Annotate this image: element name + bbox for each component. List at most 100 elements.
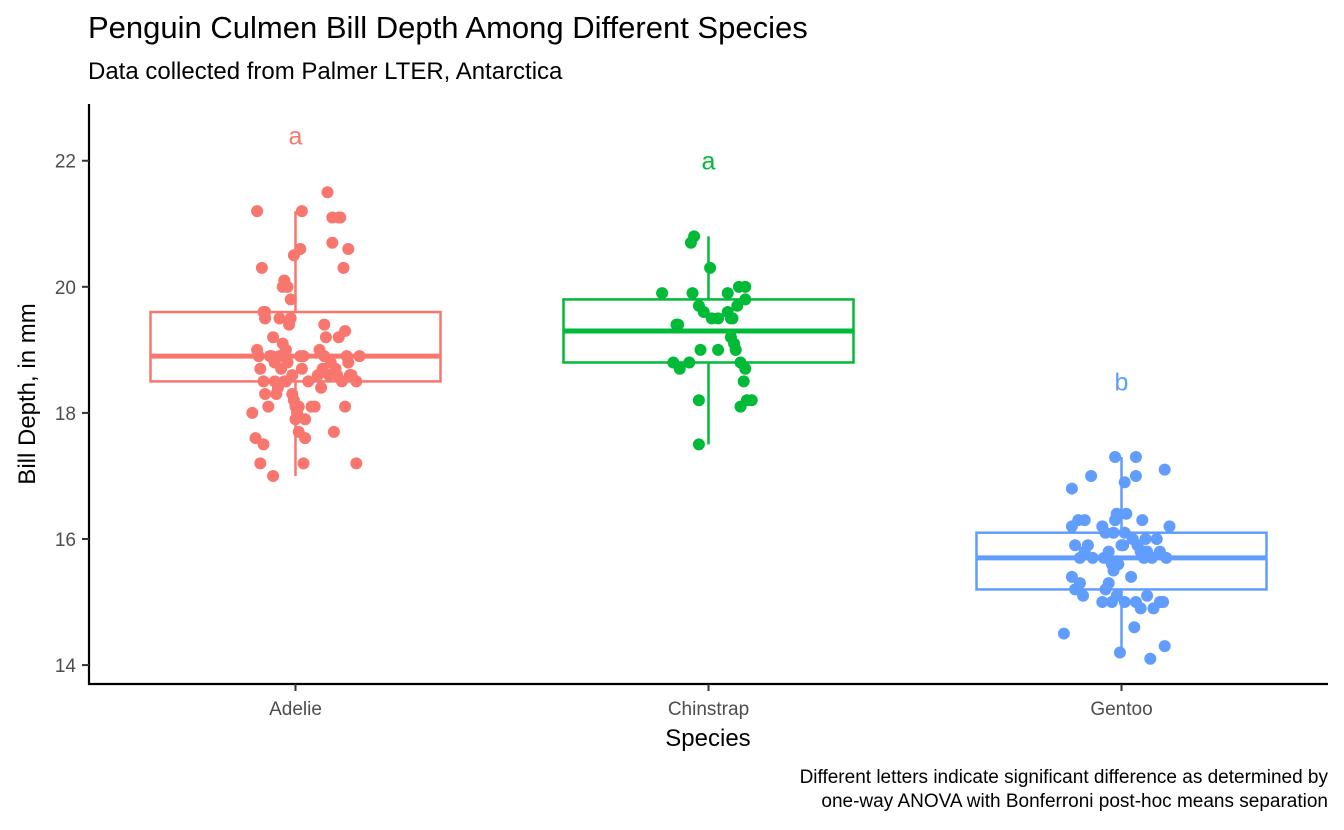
gentoo-point	[1117, 539, 1130, 552]
gentoo-point	[1158, 463, 1171, 476]
adelie-point	[279, 343, 292, 356]
chinstrap-point	[729, 343, 742, 356]
chinstrap-point	[724, 331, 737, 344]
adelie-point	[286, 388, 299, 400]
adelie-point	[318, 318, 331, 331]
chinstrap-point	[721, 287, 734, 300]
chinstrap-point	[745, 394, 758, 407]
adelie-point	[281, 280, 294, 293]
adelie-point	[267, 331, 280, 344]
adelie-point	[342, 243, 355, 255]
adelie-point	[353, 350, 366, 363]
gentoo-point	[1129, 451, 1142, 464]
adelie-point	[326, 236, 339, 249]
chinstrap-point	[683, 356, 696, 369]
axes: 14 16 18 20 22 Adelie Chinstrap Gentoo	[55, 104, 1328, 720]
gentoo-point	[1110, 507, 1123, 520]
gentoo-point	[1078, 514, 1091, 527]
gentoo-point	[1136, 514, 1149, 527]
gentoo-point	[1137, 545, 1150, 558]
adelie-point	[254, 362, 267, 375]
adelie-point	[289, 413, 302, 426]
caption-line-1: Different letters indicate significant d…	[799, 767, 1328, 788]
gentoo-point	[1105, 558, 1118, 571]
chinstrap-point	[705, 312, 718, 325]
gentoo-point	[1120, 507, 1133, 520]
adelie-significance-letter: a	[289, 123, 303, 151]
adelie-point	[284, 293, 297, 306]
chart-subtitle: Data collected from Palmer LTER, Antarct…	[88, 58, 563, 85]
gentoo-point	[1141, 589, 1154, 602]
chinstrap-point	[712, 343, 725, 356]
gentoo-point	[1158, 640, 1171, 653]
adelie-point	[321, 186, 334, 199]
adelie-point	[297, 457, 310, 470]
adelie-point	[251, 205, 264, 218]
gentoo-point	[1118, 596, 1131, 609]
gentoo-point	[1157, 596, 1170, 609]
chinstrap-point	[739, 280, 752, 293]
adelie-point	[327, 425, 340, 438]
gentoo-point	[1118, 476, 1131, 489]
x-axis-title: Species	[665, 725, 750, 752]
gentoo-point	[1099, 526, 1112, 539]
gentoo-point	[1073, 577, 1086, 590]
y-axis-title: Bill Depth, in mm	[14, 303, 41, 484]
adelie-point	[254, 457, 267, 470]
chart-title: Penguin Culmen Bill Depth Among Differen…	[88, 10, 808, 45]
gentoo-point	[1077, 589, 1090, 602]
adelie-point	[284, 312, 297, 325]
gentoo-point	[1125, 570, 1138, 583]
x-tick-label-chinstrap: Chinstrap	[668, 699, 749, 720]
gentoo-point	[1118, 526, 1131, 539]
x-tick-label-adelie: Adelie	[269, 699, 322, 720]
adelie-point	[343, 369, 356, 382]
chinstrap-point	[688, 230, 701, 243]
adelie-point	[257, 438, 270, 451]
adelie-point	[339, 400, 352, 413]
adelie-point	[255, 261, 268, 274]
adelie-point	[299, 413, 312, 426]
adelie-point	[297, 350, 310, 363]
adelie-point	[279, 375, 292, 388]
y-tick-label: 14	[55, 656, 77, 677]
chinstrap-point	[726, 312, 739, 325]
y-tick-label: 20	[55, 278, 76, 299]
adelie-point	[315, 381, 328, 394]
chinstrap-point	[737, 375, 750, 388]
adelie-point	[252, 350, 265, 363]
gentoo-point	[1109, 451, 1122, 464]
plot-area: a a b	[149, 123, 1268, 665]
adelie-point	[262, 400, 275, 413]
gentoo-point	[1150, 533, 1163, 545]
gentoo-point	[1096, 596, 1109, 609]
y-tick-label: 18	[55, 404, 76, 425]
gentoo-point	[1065, 482, 1078, 495]
adelie-point	[273, 312, 286, 325]
adelie-point	[339, 324, 352, 337]
adelie-point	[350, 457, 363, 470]
gentoo-significance-letter: b	[1115, 368, 1129, 396]
chinstrap-point	[656, 287, 669, 300]
chinstrap-point	[739, 362, 752, 375]
adelie-point	[270, 388, 283, 400]
chinstrap-point	[739, 293, 752, 306]
adelie-point	[268, 375, 281, 388]
gentoo-point	[1085, 469, 1098, 482]
adelie-point	[294, 243, 307, 255]
adelie-point	[334, 211, 347, 224]
y-tick-label: 22	[55, 152, 76, 173]
adelie-point	[302, 375, 315, 388]
adelie-point	[319, 331, 332, 344]
gentoo-point	[1129, 469, 1142, 482]
adelie-point	[295, 205, 308, 218]
gentoo-point	[1128, 621, 1141, 634]
gentoo-point	[1113, 646, 1126, 659]
adelie-point	[259, 312, 272, 325]
adelie-point	[340, 350, 353, 363]
gentoo-point	[1102, 577, 1115, 590]
gentoo-point	[1144, 652, 1157, 665]
chart-caption: Different letters indicate significant d…	[800, 766, 1328, 814]
adelie-point	[295, 362, 308, 375]
